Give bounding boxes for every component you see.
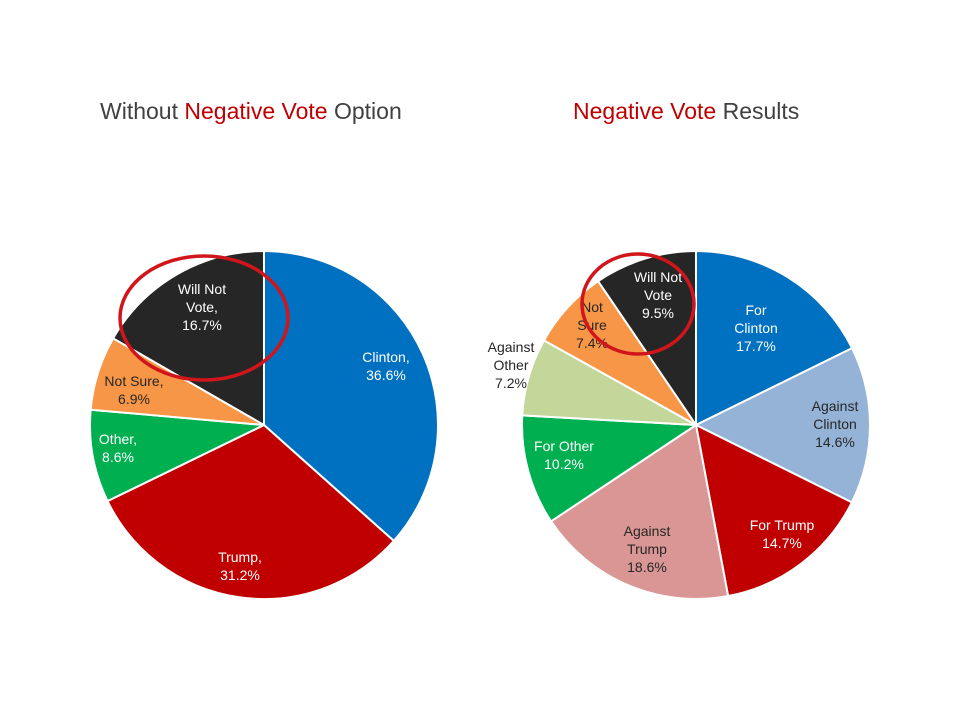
pie-slice-against-clinton bbox=[695, 347, 871, 504]
title-left-before: Without bbox=[100, 98, 185, 124]
pie-slice-for-other bbox=[520, 414, 697, 523]
pie-slice-clinton bbox=[263, 250, 439, 542]
slice-label-trump: Trump, 31.2% bbox=[218, 549, 262, 583]
slice-label-for-other: For Other 10.2% bbox=[534, 438, 594, 472]
pie-slice-other bbox=[89, 408, 265, 503]
title-left-highlight: Negative Vote bbox=[184, 98, 328, 124]
highlight-ring-will-not-vote bbox=[580, 252, 696, 356]
slice-label-will-not-vote: Will Not Vote 9.5% bbox=[634, 269, 682, 321]
pie-slice-will-not-vote bbox=[597, 250, 697, 426]
pie-slice-for-trump bbox=[695, 424, 853, 598]
slice-label-clinton: Clinton, 36.6% bbox=[362, 349, 409, 383]
pie-chart-without-negative-vote: Clinton, 36.6% Trump, 31.2% Other, 8.6% Not Su… bbox=[89, 250, 439, 600]
title-right-after: Results bbox=[716, 98, 800, 124]
slice-label-against-clinton: Against Clinton 14.6% bbox=[812, 398, 859, 450]
slice-label-other: Other, 8.6% bbox=[99, 431, 137, 465]
chart-title-negative-vote-results: Negative Vote Results bbox=[573, 98, 799, 125]
pie-chart-negative-vote-results: For Clinton 17.7% Against Clinton 14.6% For Tr… bbox=[488, 250, 871, 600]
highlight-ring-will-not-vote bbox=[118, 254, 290, 382]
title-left-after: Option bbox=[327, 98, 402, 124]
pie-slice-for-clinton bbox=[695, 250, 854, 426]
slice-label-not-sure: Not Sure, 6.9% bbox=[104, 373, 163, 407]
slice-label-against-trump: Against Trump 18.6% bbox=[624, 523, 671, 575]
title-right-highlight: Negative Vote bbox=[573, 98, 717, 124]
slice-label-for-clinton: For Clinton 17.7% bbox=[734, 302, 778, 354]
slice-label-will-not-vote: Will Not Vote, 16.7% bbox=[178, 281, 226, 333]
pie-slice-against-trump bbox=[550, 424, 730, 600]
chart-title-without-negative-vote: Without Negative Vote Option bbox=[100, 98, 402, 125]
slice-label-for-trump: For Trump 14.7% bbox=[750, 517, 815, 551]
slice-label-against-other: Against Other 7.2% bbox=[488, 339, 535, 391]
pie-slice-trump bbox=[106, 424, 395, 600]
